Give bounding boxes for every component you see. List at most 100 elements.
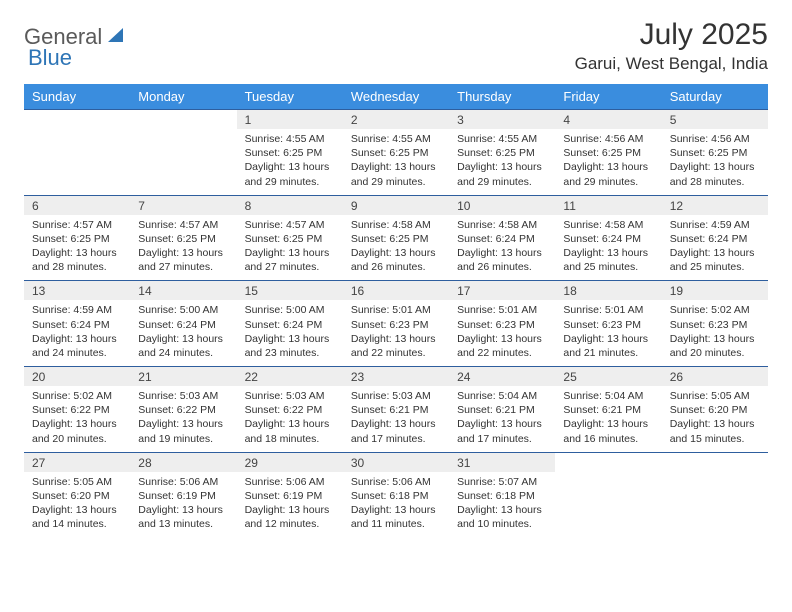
day-content-cell: Sunrise: 5:06 AMSunset: 6:19 PMDaylight:… (130, 472, 236, 538)
weekday-header: Tuesday (237, 84, 343, 110)
day-content-cell: Sunrise: 4:57 AMSunset: 6:25 PMDaylight:… (237, 215, 343, 281)
day-content-row: Sunrise: 4:55 AMSunset: 6:25 PMDaylight:… (24, 129, 768, 195)
sunset-line: Sunset: 6:22 PM (245, 403, 335, 417)
sunset-line: Sunset: 6:23 PM (563, 318, 653, 332)
day-number-cell: 2 (343, 110, 449, 130)
day-number-cell: 29 (237, 452, 343, 472)
logo-line2: Blue (28, 45, 72, 71)
day-content-cell: Sunrise: 5:02 AMSunset: 6:22 PMDaylight:… (24, 386, 130, 452)
sunrise-line: Sunrise: 4:57 AM (245, 218, 335, 232)
day-content-cell (555, 472, 661, 538)
sunrise-line: Sunrise: 4:55 AM (245, 132, 335, 146)
day-number-cell (24, 110, 130, 130)
sunrise-line: Sunrise: 5:03 AM (351, 389, 441, 403)
day-number-row: 6789101112 (24, 195, 768, 215)
calendar-table: SundayMondayTuesdayWednesdayThursdayFrid… (24, 84, 768, 537)
sunrise-line: Sunrise: 5:04 AM (563, 389, 653, 403)
logo-text-2: Blue (28, 45, 72, 70)
day-number-cell: 3 (449, 110, 555, 130)
sunset-line: Sunset: 6:25 PM (351, 146, 441, 160)
daylight-line: Daylight: 13 hours and 29 minutes. (563, 160, 653, 188)
day-number-cell: 15 (237, 281, 343, 301)
day-number-cell: 25 (555, 367, 661, 387)
sunrise-line: Sunrise: 5:00 AM (245, 303, 335, 317)
sunrise-line: Sunrise: 4:58 AM (563, 218, 653, 232)
header: General July 2025 Garui, West Bengal, In… (24, 18, 768, 74)
day-content-cell: Sunrise: 4:59 AMSunset: 6:24 PMDaylight:… (662, 215, 768, 281)
daylight-line: Daylight: 13 hours and 26 minutes. (351, 246, 441, 274)
sunset-line: Sunset: 6:25 PM (351, 232, 441, 246)
month-title: July 2025 (575, 18, 768, 52)
day-content-cell: Sunrise: 5:00 AMSunset: 6:24 PMDaylight:… (130, 300, 236, 366)
day-content-cell: Sunrise: 5:03 AMSunset: 6:22 PMDaylight:… (237, 386, 343, 452)
day-content-cell: Sunrise: 4:55 AMSunset: 6:25 PMDaylight:… (449, 129, 555, 195)
day-number-cell: 13 (24, 281, 130, 301)
day-number-cell (662, 452, 768, 472)
day-content-cell: Sunrise: 4:56 AMSunset: 6:25 PMDaylight:… (555, 129, 661, 195)
sunrise-line: Sunrise: 4:56 AM (670, 132, 760, 146)
sunset-line: Sunset: 6:22 PM (138, 403, 228, 417)
day-number-cell (555, 452, 661, 472)
day-content-cell: Sunrise: 4:59 AMSunset: 6:24 PMDaylight:… (24, 300, 130, 366)
sunset-line: Sunset: 6:19 PM (138, 489, 228, 503)
sunset-line: Sunset: 6:25 PM (245, 232, 335, 246)
day-content-cell: Sunrise: 5:07 AMSunset: 6:18 PMDaylight:… (449, 472, 555, 538)
sunset-line: Sunset: 6:24 PM (138, 318, 228, 332)
day-number-cell: 18 (555, 281, 661, 301)
daylight-line: Daylight: 13 hours and 26 minutes. (457, 246, 547, 274)
day-number-cell: 22 (237, 367, 343, 387)
sunrise-line: Sunrise: 4:55 AM (351, 132, 441, 146)
day-content-cell: Sunrise: 5:04 AMSunset: 6:21 PMDaylight:… (555, 386, 661, 452)
sunrise-line: Sunrise: 5:07 AM (457, 475, 547, 489)
day-number-row: 12345 (24, 110, 768, 130)
sunset-line: Sunset: 6:25 PM (457, 146, 547, 160)
day-content-cell: Sunrise: 4:55 AMSunset: 6:25 PMDaylight:… (343, 129, 449, 195)
weekday-header: Wednesday (343, 84, 449, 110)
day-content-cell: Sunrise: 4:57 AMSunset: 6:25 PMDaylight:… (24, 215, 130, 281)
day-number-cell: 8 (237, 195, 343, 215)
sunset-line: Sunset: 6:24 PM (245, 318, 335, 332)
sunrise-line: Sunrise: 4:57 AM (138, 218, 228, 232)
day-content-cell: Sunrise: 5:03 AMSunset: 6:22 PMDaylight:… (130, 386, 236, 452)
day-number-cell: 26 (662, 367, 768, 387)
day-content-row: Sunrise: 4:59 AMSunset: 6:24 PMDaylight:… (24, 300, 768, 366)
daylight-line: Daylight: 13 hours and 21 minutes. (563, 332, 653, 360)
calendar-page: General July 2025 Garui, West Bengal, In… (0, 0, 792, 555)
day-content-cell: Sunrise: 5:06 AMSunset: 6:19 PMDaylight:… (237, 472, 343, 538)
day-content-cell: Sunrise: 5:05 AMSunset: 6:20 PMDaylight:… (24, 472, 130, 538)
daylight-line: Daylight: 13 hours and 12 minutes. (245, 503, 335, 531)
day-content-cell: Sunrise: 5:01 AMSunset: 6:23 PMDaylight:… (449, 300, 555, 366)
sunset-line: Sunset: 6:21 PM (457, 403, 547, 417)
day-number-cell: 16 (343, 281, 449, 301)
day-number-row: 13141516171819 (24, 281, 768, 301)
sunset-line: Sunset: 6:18 PM (457, 489, 547, 503)
daylight-line: Daylight: 13 hours and 19 minutes. (138, 417, 228, 445)
day-content-cell (662, 472, 768, 538)
sunrise-line: Sunrise: 4:58 AM (351, 218, 441, 232)
sunrise-line: Sunrise: 4:57 AM (32, 218, 122, 232)
sunset-line: Sunset: 6:21 PM (563, 403, 653, 417)
day-content-cell: Sunrise: 5:03 AMSunset: 6:21 PMDaylight:… (343, 386, 449, 452)
sunrise-line: Sunrise: 5:02 AM (670, 303, 760, 317)
sunrise-line: Sunrise: 5:06 AM (138, 475, 228, 489)
day-content-row: Sunrise: 5:02 AMSunset: 6:22 PMDaylight:… (24, 386, 768, 452)
day-number-cell: 6 (24, 195, 130, 215)
daylight-line: Daylight: 13 hours and 10 minutes. (457, 503, 547, 531)
daylight-line: Daylight: 13 hours and 28 minutes. (32, 246, 122, 274)
sunrise-line: Sunrise: 5:01 AM (457, 303, 547, 317)
day-content-row: Sunrise: 5:05 AMSunset: 6:20 PMDaylight:… (24, 472, 768, 538)
day-content-cell: Sunrise: 4:58 AMSunset: 6:25 PMDaylight:… (343, 215, 449, 281)
day-content-row: Sunrise: 4:57 AMSunset: 6:25 PMDaylight:… (24, 215, 768, 281)
day-number-cell: 14 (130, 281, 236, 301)
daylight-line: Daylight: 13 hours and 25 minutes. (563, 246, 653, 274)
sunset-line: Sunset: 6:25 PM (563, 146, 653, 160)
sunrise-line: Sunrise: 5:02 AM (32, 389, 122, 403)
sunset-line: Sunset: 6:24 PM (563, 232, 653, 246)
day-number-cell: 27 (24, 452, 130, 472)
sunset-line: Sunset: 6:25 PM (32, 232, 122, 246)
sunset-line: Sunset: 6:19 PM (245, 489, 335, 503)
sunrise-line: Sunrise: 5:06 AM (245, 475, 335, 489)
day-content-cell: Sunrise: 4:56 AMSunset: 6:25 PMDaylight:… (662, 129, 768, 195)
daylight-line: Daylight: 13 hours and 25 minutes. (670, 246, 760, 274)
day-number-row: 2728293031 (24, 452, 768, 472)
